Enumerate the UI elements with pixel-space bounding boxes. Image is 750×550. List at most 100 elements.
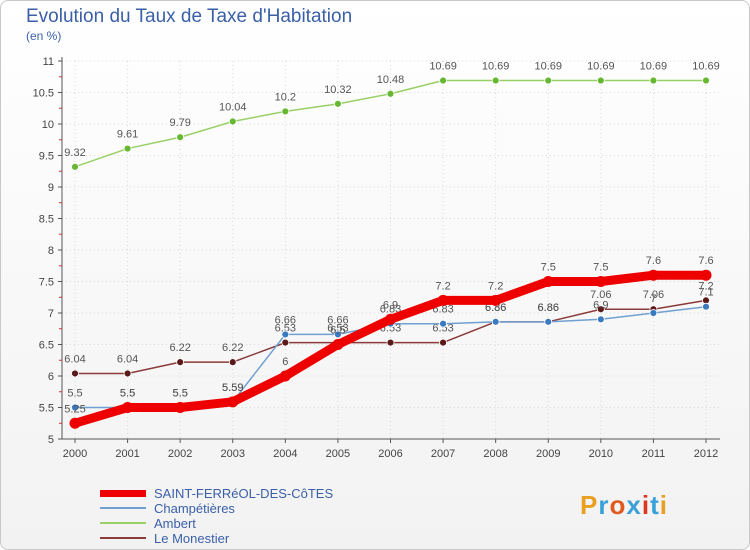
series-point-3 <box>174 402 186 413</box>
data-label-1: 6.53 <box>432 323 453 335</box>
series-point-0 <box>491 76 500 85</box>
logo-letter: i <box>659 490 668 520</box>
data-label-0: 10.69 <box>640 61 668 73</box>
series-point-0 <box>386 89 395 98</box>
data-label-3: 6.5 <box>330 325 345 337</box>
data-label-3: 7.6 <box>646 255 661 267</box>
data-label-1: 7.06 <box>643 289 664 301</box>
data-label-3: 6 <box>282 356 288 368</box>
series-point-1 <box>123 369 132 378</box>
data-label-3: 5.59 <box>222 382 243 394</box>
logo-letter: r <box>598 490 610 520</box>
data-label-3: 5.5 <box>173 388 188 400</box>
data-label-0: 9.79 <box>169 117 190 129</box>
data-label-1: 7.06 <box>590 289 611 301</box>
y-tick-label: 11 <box>43 56 54 68</box>
data-label-2: 5.5 <box>67 388 82 400</box>
data-label-0: 10.69 <box>534 61 562 73</box>
data-label-0: 10.69 <box>429 61 457 73</box>
data-label-3: 5.5 <box>120 388 135 400</box>
data-label-2: 6.66 <box>275 314 296 326</box>
data-label-0: 10.69 <box>482 61 510 73</box>
series-point-1 <box>281 338 290 347</box>
series-point-3 <box>700 269 712 281</box>
logo-letter: P <box>580 490 599 520</box>
legend-label-le-monestier: Le Monestier <box>154 531 230 546</box>
x-tick-label: 2007 <box>431 448 455 460</box>
data-label-2: 6.66 <box>327 314 348 326</box>
series-point-0 <box>596 76 605 85</box>
series-point-3 <box>490 294 502 306</box>
data-label-1: 7.2 <box>698 280 713 292</box>
x-tick-label: 2002 <box>168 448 192 460</box>
legend-swatch-le-monestier <box>100 537 146 539</box>
chart-title: Evolution du Taux de Taxe d'Habitation <box>26 6 353 27</box>
y-tick-label: 6.5 <box>39 340 54 352</box>
legend-label-champetieres: Champétières <box>154 501 235 516</box>
data-label-3: 7.2 <box>435 280 450 292</box>
series-point-0 <box>71 162 79 171</box>
series-point-2 <box>596 315 605 324</box>
y-tick-label: 8.5 <box>39 214 54 226</box>
data-label-2: 7 <box>650 293 656 305</box>
data-label-3: 7.5 <box>593 262 608 274</box>
data-label-3: 6.9 <box>383 299 398 311</box>
proxiti-logo: Proxiti <box>580 490 668 521</box>
series-point-3 <box>647 269 659 281</box>
data-label-0: 10.2 <box>275 91 296 103</box>
data-label-0: 9.61 <box>117 129 138 141</box>
data-label-0: 10.04 <box>219 101 247 113</box>
series-point-0 <box>176 133 185 142</box>
y-tick-label: 10.5 <box>33 88 54 100</box>
series-point-2 <box>544 317 553 326</box>
data-label-2: 5.59 <box>222 382 243 394</box>
series-point-1 <box>71 369 79 378</box>
y-tick-label: 6 <box>48 371 54 383</box>
series-point-0 <box>544 76 553 85</box>
series-point-0 <box>702 76 710 85</box>
data-label-0: 10.48 <box>377 74 405 86</box>
series-point-2 <box>334 330 342 339</box>
series-point-2 <box>281 330 290 339</box>
series-point-2 <box>439 319 447 328</box>
data-label-1: 6.04 <box>117 353 138 365</box>
y-tick-label: 8 <box>48 245 54 257</box>
x-tick-label: 2011 <box>642 448 666 460</box>
series-point-2 <box>491 317 500 326</box>
y-tick-label: 9.5 <box>39 151 54 163</box>
series-point-3 <box>595 276 607 287</box>
series-point-0 <box>649 76 658 85</box>
x-tick-label: 2005 <box>326 448 350 460</box>
data-label-1: 6.53 <box>275 323 296 335</box>
y-tick-label: 5 <box>48 434 54 446</box>
data-label-1: 6.53 <box>327 323 348 335</box>
series-point-3 <box>279 370 291 382</box>
data-label-2: 7.1 <box>698 287 713 299</box>
series-point-1 <box>596 305 605 314</box>
data-label-1: 6.22 <box>222 342 243 354</box>
series-point-1 <box>439 338 447 347</box>
series-point-3 <box>385 313 396 325</box>
logo-letter: t <box>650 490 660 520</box>
data-label-3: 7.5 <box>541 262 556 274</box>
y-tick-label: 9 <box>48 182 54 194</box>
data-label-2: 6.86 <box>538 302 559 314</box>
x-tick-label: 2006 <box>378 448 402 460</box>
x-tick-label: 2009 <box>536 448 560 460</box>
logo-letter: o <box>609 490 627 520</box>
data-label-0: 10.32 <box>324 84 352 96</box>
data-label-1: 6.04 <box>64 353 85 365</box>
x-tick-label: 2001 <box>115 448 139 460</box>
series-point-3 <box>122 402 134 413</box>
series-point-1 <box>228 358 237 367</box>
data-label-0: 10.69 <box>692 61 720 73</box>
series-point-2 <box>702 302 710 311</box>
logo-letter: x <box>626 490 642 520</box>
series-point-3 <box>542 276 554 287</box>
y-tick-label: 5.5 <box>39 403 54 415</box>
logo-letter: i <box>641 490 651 520</box>
chart-unit-label: (en %) <box>26 29 62 43</box>
y-tick-label: 7.5 <box>39 277 54 289</box>
legend-label-ambert: Ambert <box>154 516 196 531</box>
